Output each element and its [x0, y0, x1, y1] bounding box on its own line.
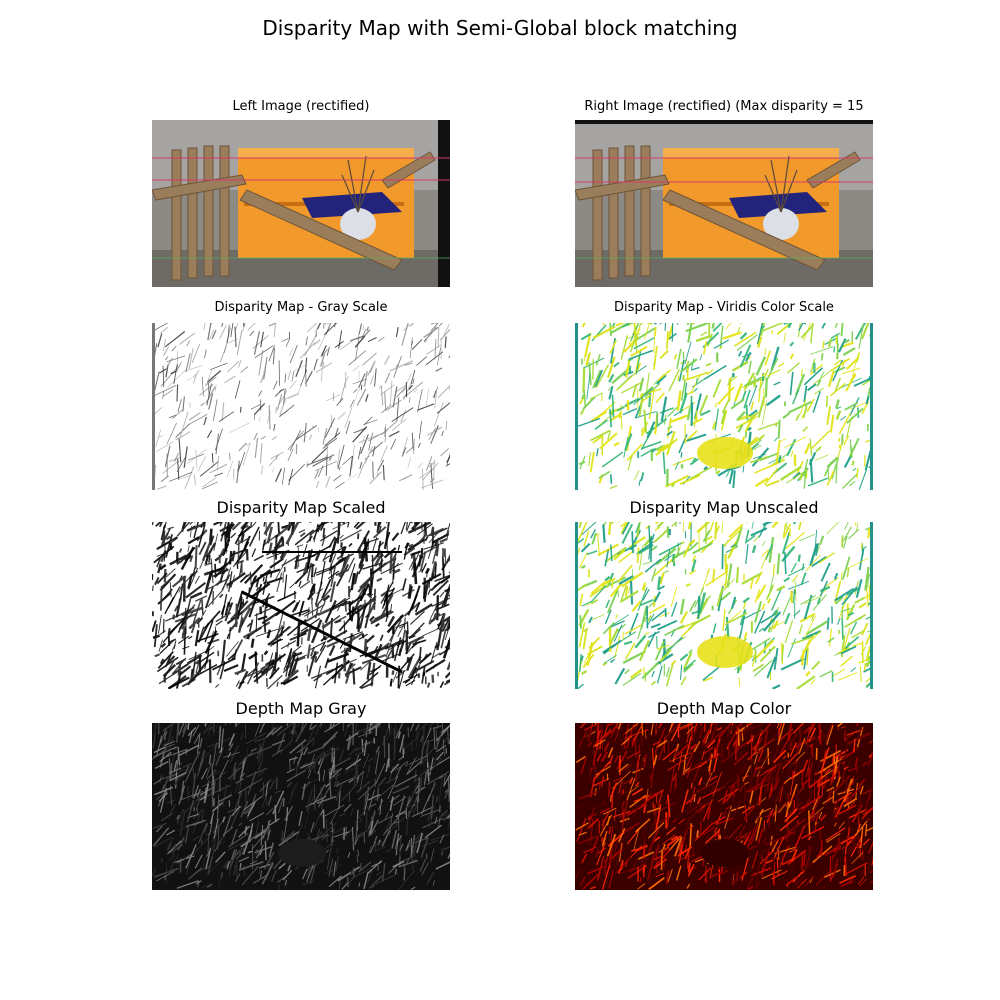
panel-title-disparity-gray: Disparity Map - Gray Scale [214, 300, 388, 315]
disparity-map-gray-scale [152, 323, 450, 490]
depth-map-gray [152, 723, 450, 890]
panel-title-disparity-unscaled: Disparity Map Unscaled [629, 498, 819, 517]
panel-title-left-image: Left Image (rectified) [232, 99, 370, 114]
right-image-rectified [575, 120, 873, 287]
disparity-map-unscaled [575, 522, 873, 689]
panel-title-disparity-scaled: Disparity Map Scaled [216, 498, 386, 517]
depth-map-color [575, 723, 873, 890]
panel-title-right-image: Right Image (rectified) (Max disparity =… [584, 99, 864, 114]
figure-title: Disparity Map with Semi-Global block mat… [262, 16, 738, 40]
panel-title-depth-color: Depth Map Color [656, 699, 792, 718]
panel-title-disparity-viridis: Disparity Map - Viridis Color Scale [614, 300, 834, 315]
disparity-map-viridis [575, 323, 873, 490]
disparity-map-scaled [152, 522, 450, 689]
panel-title-depth-gray: Depth Map Gray [235, 699, 367, 718]
left-image-rectified [152, 120, 450, 287]
